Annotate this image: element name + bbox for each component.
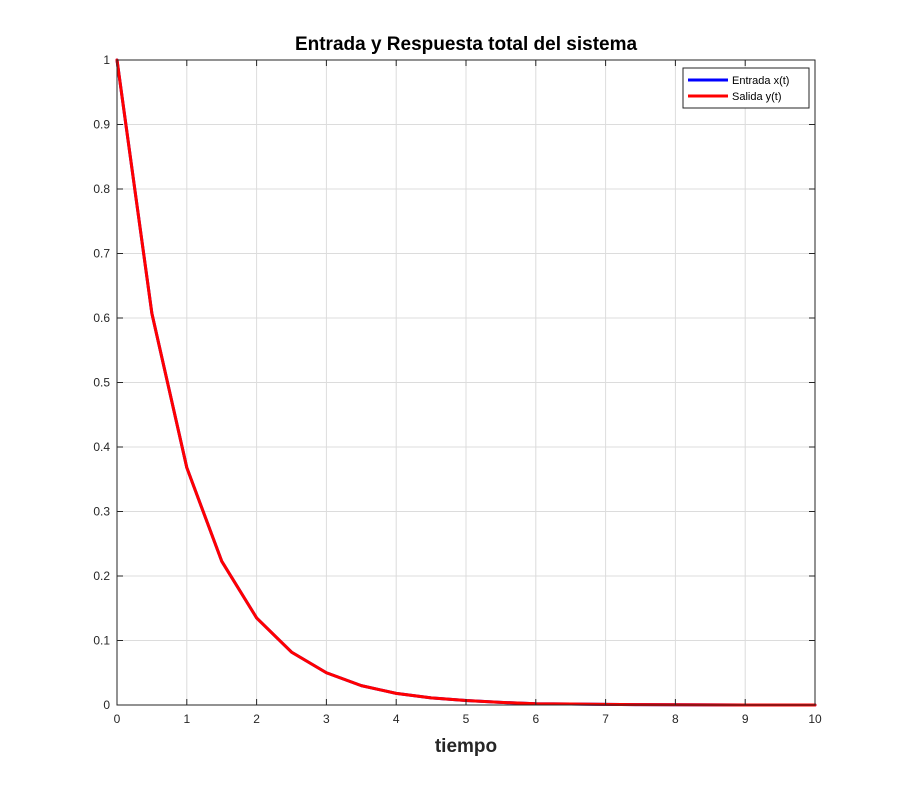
x-tick-label: 2	[253, 712, 260, 726]
y-tick-label: 0.1	[93, 634, 110, 648]
x-tick-label: 4	[393, 712, 400, 726]
ticks	[116, 59, 816, 706]
y-tick-label: 0.2	[93, 569, 110, 583]
y-tick-label: 0.3	[93, 505, 110, 519]
x-tick-label: 9	[742, 712, 749, 726]
y-tick-label: 0	[103, 698, 110, 712]
y-tick-label: 0.9	[93, 118, 110, 132]
y-tick-label: 0.6	[93, 311, 110, 325]
y-tick-label: 1	[103, 53, 110, 67]
x-tick-label: 10	[808, 712, 822, 726]
x-tick-label: 7	[602, 712, 609, 726]
x-tick-label: 5	[463, 712, 470, 726]
legend[interactable]: Entrada x(t) Salida y(t)	[682, 67, 810, 109]
x-tick-label: 3	[323, 712, 330, 726]
x-tick-label: 6	[532, 712, 539, 726]
legend-entry: Salida y(t)	[732, 91, 782, 103]
y-tick-label: 0.8	[93, 182, 110, 196]
y-tick-label: 0.4	[93, 440, 110, 454]
x-tick-label: 1	[183, 712, 190, 726]
legend-entry: Entrada x(t)	[732, 75, 789, 87]
x-axis-label: tiempo	[435, 736, 497, 757]
tick-labels: 0 1 2 3 4 5 6 7 8 9 10 0 0.1 0.2 0.3 0.4 0.5 0.6 0.7 0.8 0.9…	[93, 53, 822, 726]
y-tick-label: 0.7	[93, 247, 110, 261]
legend-box	[682, 67, 810, 109]
x-tick-label: 0	[114, 712, 121, 726]
x-tick-label: 8	[672, 712, 679, 726]
chart-title: Entrada y Respuesta total del sistema	[295, 34, 638, 55]
y-tick-label: 0.5	[93, 376, 110, 390]
